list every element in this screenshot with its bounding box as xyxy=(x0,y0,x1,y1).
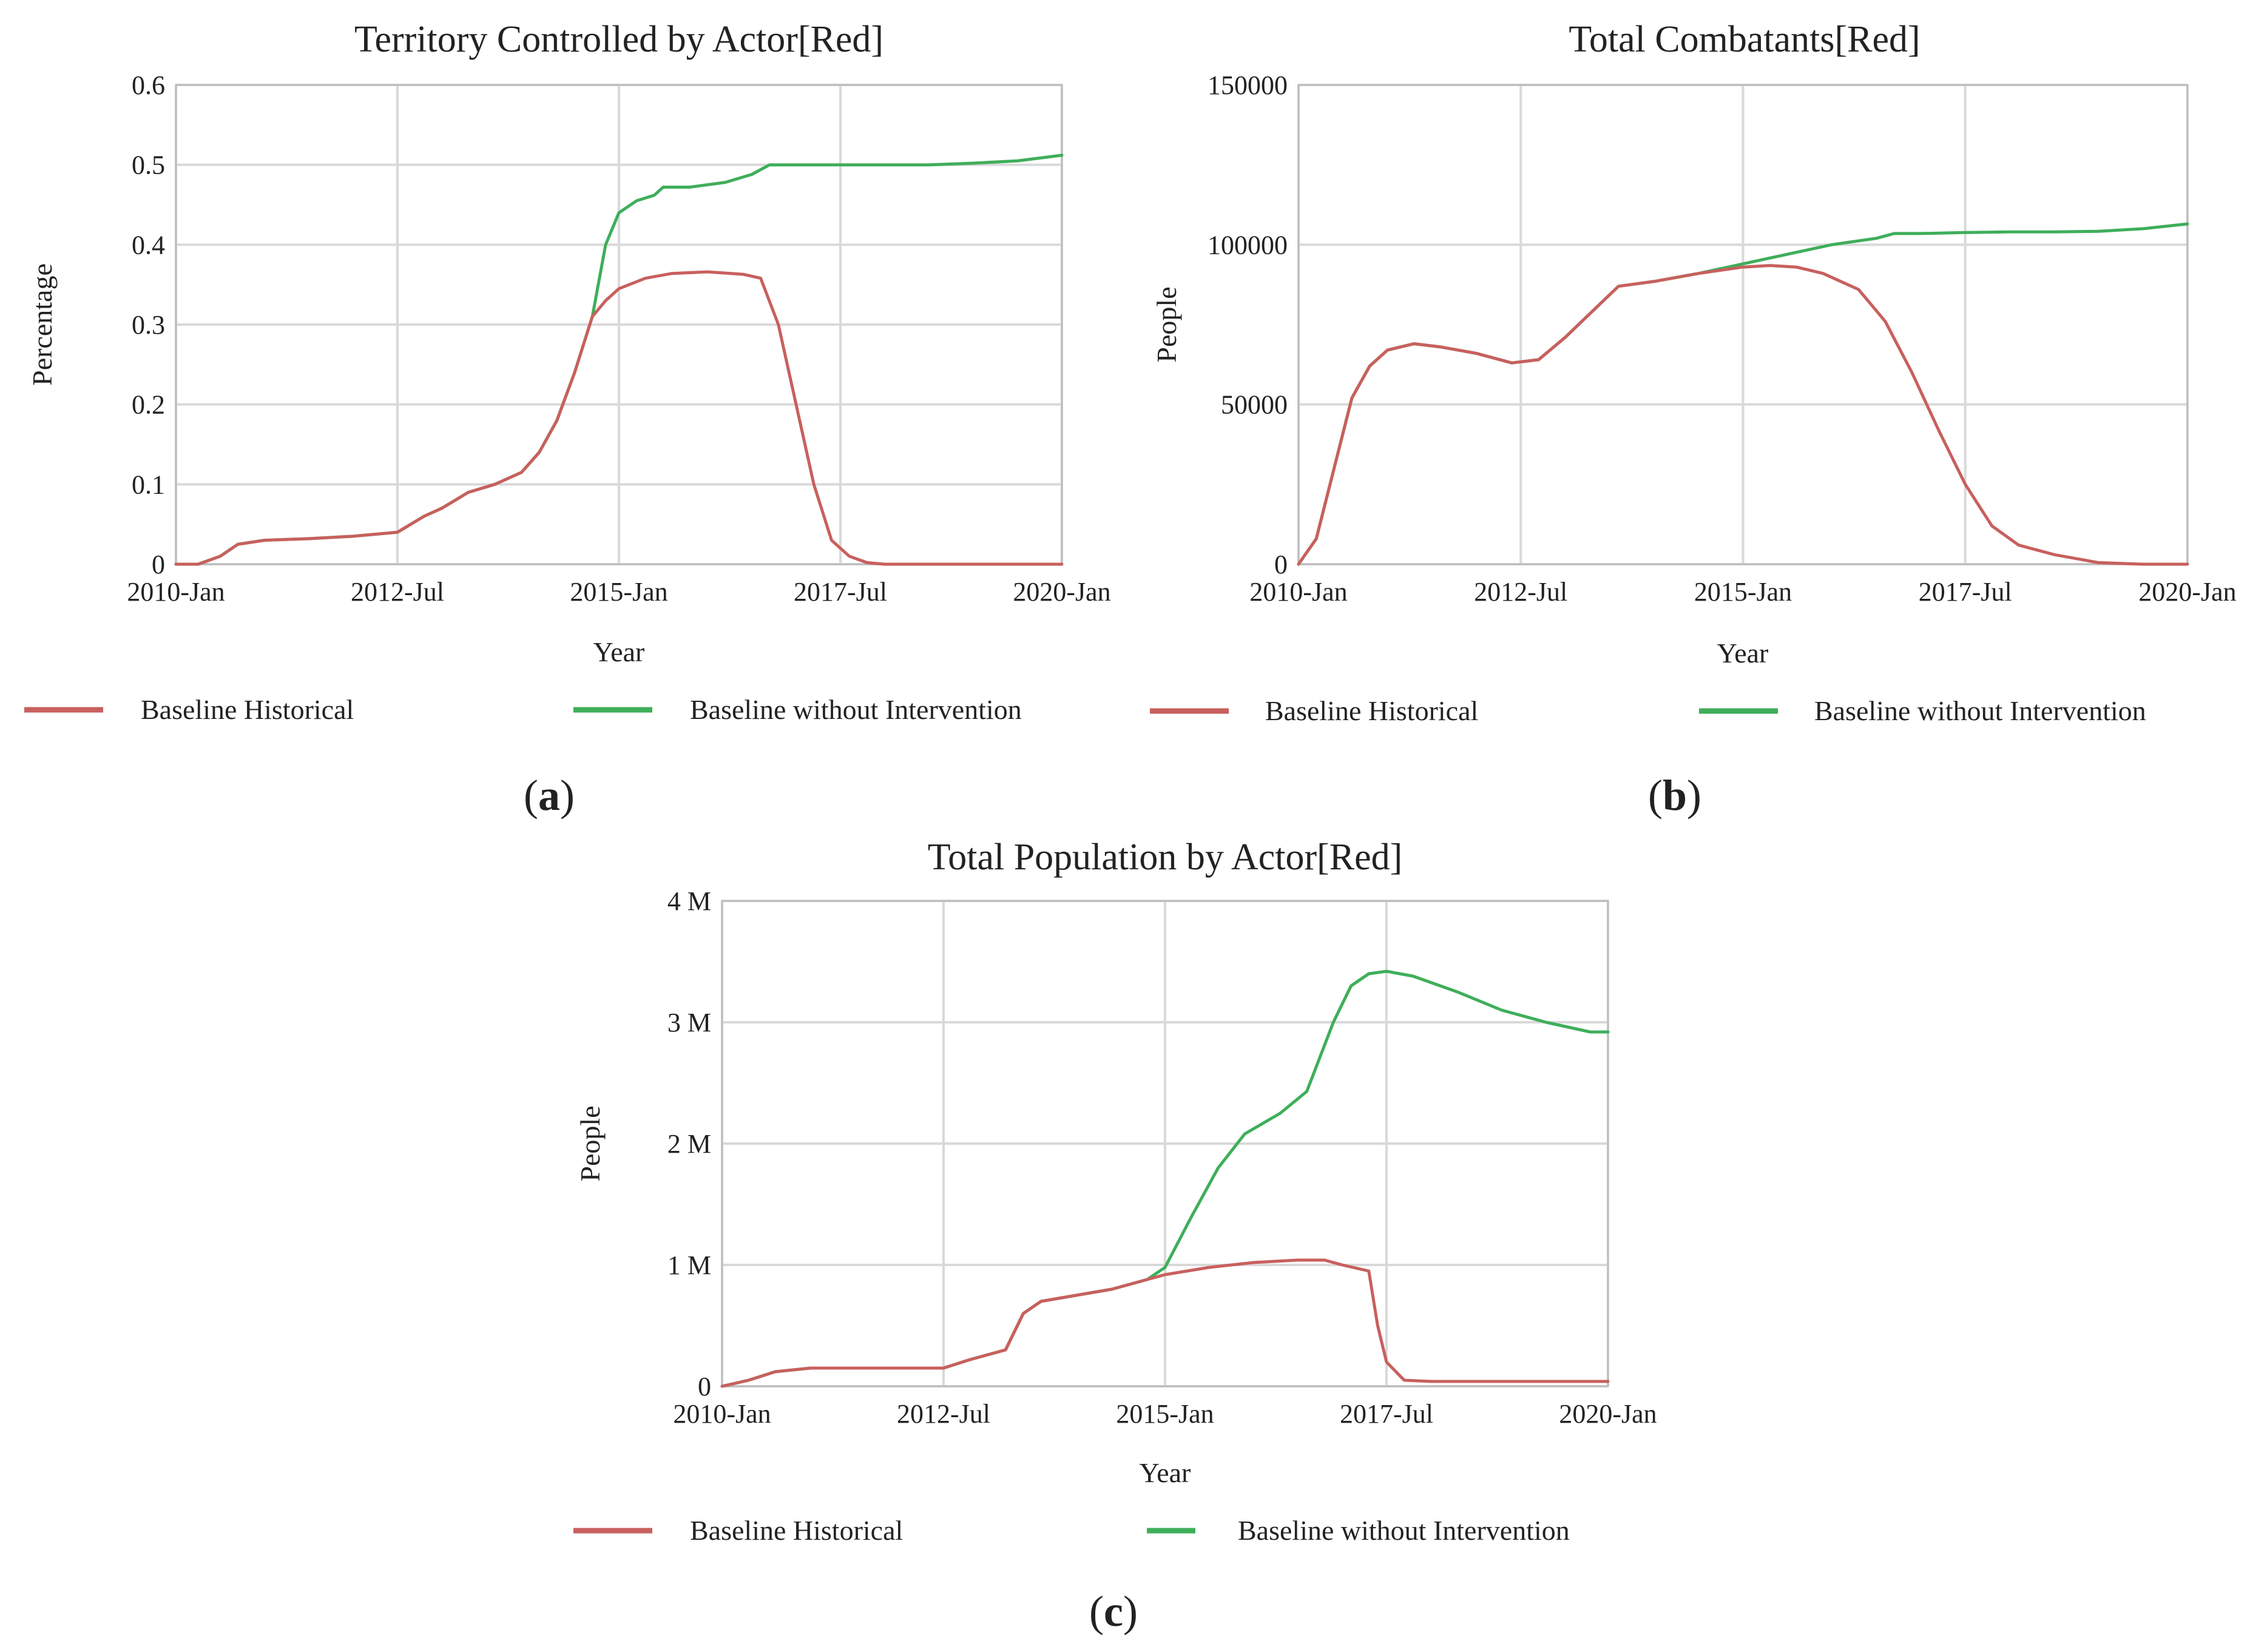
panel-c-xtick-label-4: 2020-Jan xyxy=(1559,1399,1657,1429)
panel-c-ytick-label-4: 4 M xyxy=(667,886,711,916)
panel-c-series-historical-line xyxy=(720,1258,1610,1388)
panel-c-ytick-label-2: 2 M xyxy=(667,1129,711,1159)
panel-c-legend-without: Baseline without Intervention xyxy=(1238,1515,1570,1546)
panel-b-ytick-label-1: 50000 xyxy=(1221,390,1288,420)
panel-b-xtick-label-3: 2017-Jul xyxy=(1919,577,2012,607)
panel-a: Territory Controlled by Actor[Red] 2010-… xyxy=(24,19,1111,820)
panel-c-xtick-label-0: 2010-Jan xyxy=(673,1399,771,1429)
panel-b-title: Total Combatants[Red] xyxy=(1569,19,1920,60)
panel-b-xtick-label-4: 2020-Jan xyxy=(2138,577,2236,607)
panel-a-series-historical-line xyxy=(174,270,1064,566)
panel-c-plot-frame xyxy=(721,900,1609,1387)
panel-c-xtick-label-3: 2017-Jul xyxy=(1340,1399,1433,1429)
panel-b-plot-frame xyxy=(1297,84,2189,565)
panel-b-sublabel: (b) xyxy=(1648,771,1701,820)
panel-b: Total Combatants[Red] 2010-Jan 2012-Jul 20… xyxy=(1150,19,2237,820)
panel-a-ytick-label-1: 0.1 xyxy=(132,470,165,499)
panel-b-xtick-label-2: 2015-Jan xyxy=(1694,577,1792,607)
panel-c-xlabel: Year xyxy=(1140,1457,1191,1488)
panel-c-ytick-label-0: 0 xyxy=(698,1372,711,1401)
panel-a-xtick-label-4: 2020-Jan xyxy=(1013,577,1110,607)
panel-b-series-historical-line xyxy=(1297,264,2189,566)
panel-a-ylabel: Percentage xyxy=(27,263,58,386)
panel-c-xtick-label-2: 2015-Jan xyxy=(1116,1399,1214,1429)
panel-b-xtick-label-1: 2012-Jul xyxy=(1474,577,1567,607)
panel-c-ylabel: People xyxy=(575,1105,606,1181)
panel-c-title: Total Population by Actor[Red] xyxy=(928,837,1403,878)
panel-b-legend-historical: Baseline Historical xyxy=(1265,695,1478,726)
panel-a-ytick-label-3: 0.3 xyxy=(132,310,165,340)
panel-a-title: Territory Controlled by Actor[Red] xyxy=(354,19,883,60)
panel-a-xtick-label-0: 2010-Jan xyxy=(127,577,225,607)
panel-a-ytick-label-6: 0.6 xyxy=(132,70,165,100)
panel-a-xtick-label-1: 2012-Jul xyxy=(351,577,444,607)
panel-b-ytick-label-0: 0 xyxy=(1274,550,1288,579)
panel-a-xlabel: Year xyxy=(593,636,645,667)
panel-b-ytick-label-2: 100000 xyxy=(1208,230,1288,260)
panel-c-sublabel: (c) xyxy=(1089,1587,1138,1636)
panel-a-plot-frame xyxy=(175,84,1063,565)
panel-a-ytick-label-0: 0 xyxy=(152,550,165,579)
panel-a-legend-without: Baseline without Intervention xyxy=(690,694,1022,725)
panel-a-ytick-label-4: 0.4 xyxy=(132,230,165,260)
panel-b-ylabel: People xyxy=(1151,286,1182,362)
panel-c: Total Population by Actor[Red] 2010-Jan 2… xyxy=(573,837,1657,1636)
panel-a-sublabel: (a) xyxy=(524,771,575,820)
panel-a-xtick-label-3: 2017-Jul xyxy=(794,577,887,607)
panel-b-ytick-label-3: 150000 xyxy=(1208,70,1288,100)
panel-c-legend-historical: Baseline Historical xyxy=(690,1515,903,1546)
panel-a-ytick-label-2: 0.2 xyxy=(132,390,165,420)
panel-b-xtick-label-0: 2010-Jan xyxy=(1249,577,1347,607)
panel-c-xtick-label-1: 2012-Jul xyxy=(897,1399,990,1429)
panel-b-legend-without: Baseline without Intervention xyxy=(1814,695,2146,726)
panel-c-ytick-label-3: 3 M xyxy=(667,1008,711,1037)
panel-a-ytick-label-5: 0.5 xyxy=(132,150,165,180)
panel-c-ytick-label-1: 1 M xyxy=(667,1250,711,1280)
panel-a-xtick-label-2: 2015-Jan xyxy=(570,577,667,607)
panel-b-xlabel: Year xyxy=(1717,638,1769,669)
panel-a-legend-historical: Baseline Historical xyxy=(141,694,354,725)
